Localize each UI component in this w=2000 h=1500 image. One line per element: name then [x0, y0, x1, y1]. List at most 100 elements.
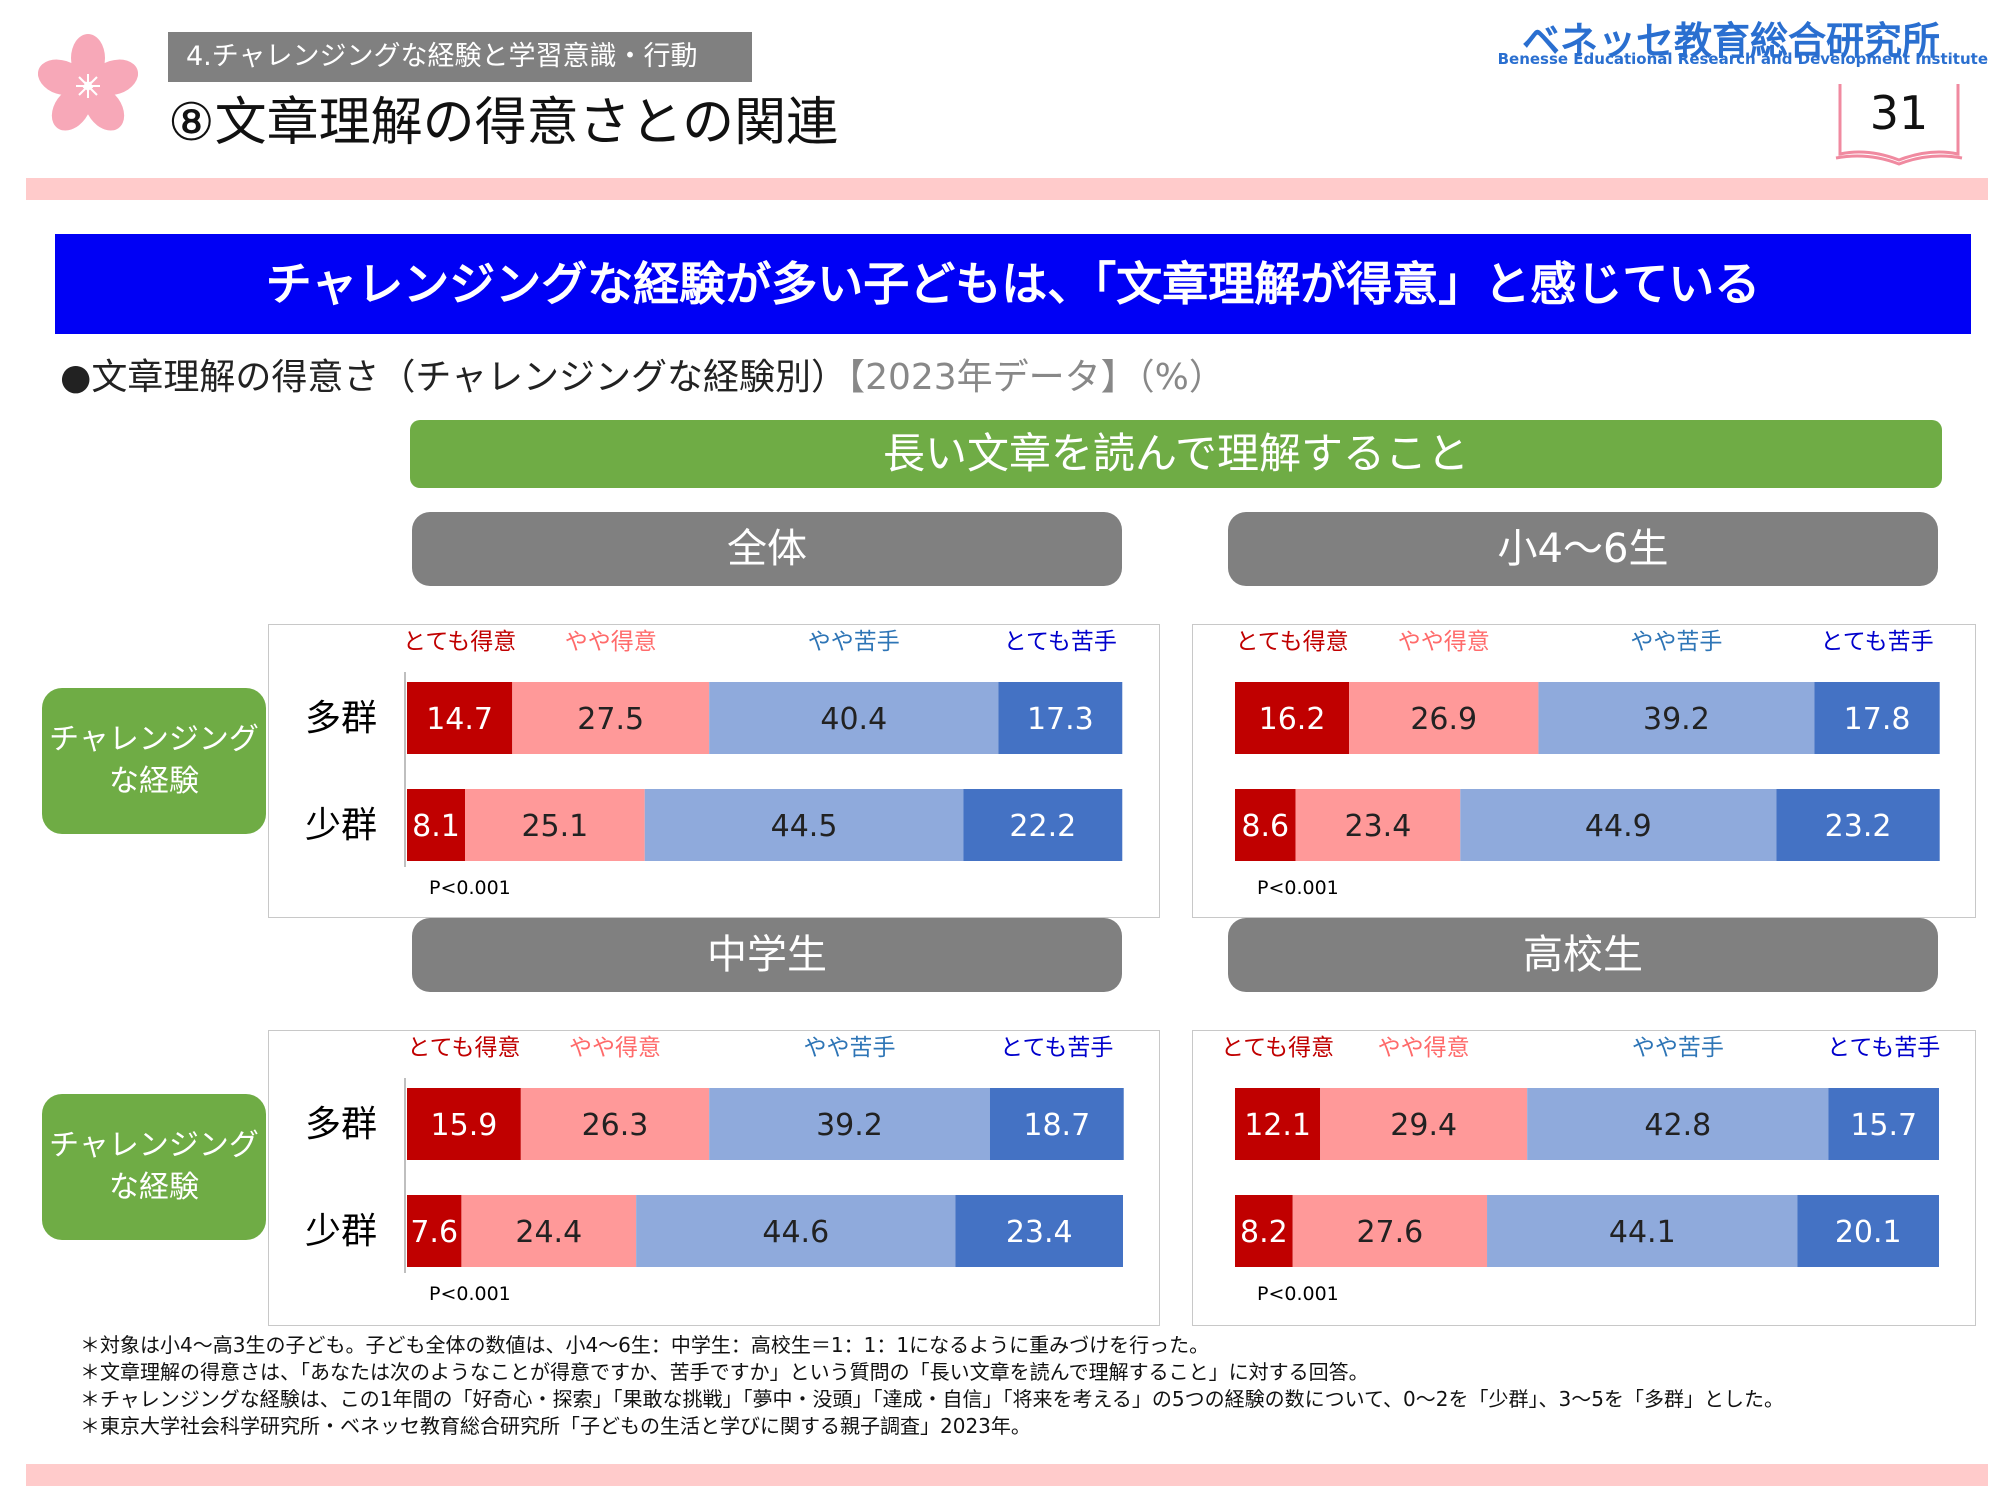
bar-very-good [407, 682, 513, 754]
category-badge-top: チャレンジング な経験 [42, 688, 266, 834]
bar-very-bad [998, 682, 1123, 754]
data-label: 25.1 [521, 809, 588, 844]
category-label: 少群 [305, 1211, 377, 1252]
data-label: 23.4 [1345, 809, 1412, 844]
footnotes: ＊対象は小4～高3生の子ども。子ども全体の数値は、小4～6生：中学生：高校生＝1… [80, 1332, 1784, 1440]
legend-somewhat-good: やや得意 [1378, 1035, 1470, 1061]
footnote: ＊文章理解の得意さは、「あなたは次のようなことが得意ですか、苦手ですか」という質… [80, 1360, 1369, 1384]
bar-somewhat-good [1349, 682, 1539, 754]
data-label: 20.1 [1835, 1215, 1902, 1250]
data-label: 8.2 [1240, 1215, 1288, 1250]
bar-somewhat-good [464, 789, 645, 861]
bar-very-bad [1828, 1088, 1939, 1160]
p-value-annotation: P<0.001 [429, 877, 511, 899]
bar-very-bad [955, 1195, 1123, 1267]
p-value-annotation: P<0.001 [1257, 1283, 1339, 1305]
legend-somewhat-good: やや得意 [1398, 629, 1490, 655]
bar-somewhat-bad [636, 1195, 956, 1267]
chart-elementary: 16.2 とても得意 26.9 やや得意 39.2 やや苦手 17.8 とても苦手 8.6 23.… [1192, 624, 1976, 918]
bar-somewhat-bad [709, 1088, 990, 1160]
subtitle-main: ●文章理解の得意さ（チャレンジングな経験別） [60, 357, 848, 398]
subtitle-suffix: 【2023年データ】（%） [847, 357, 1225, 398]
data-label: 17.3 [1027, 702, 1094, 737]
legend-very-bad: とても苦手 [1820, 629, 1933, 655]
bar-somewhat-good [512, 682, 710, 754]
data-label: 44.5 [771, 809, 838, 844]
data-label: 7.6 [410, 1215, 458, 1250]
panel-title-elementary: 小4～6生 [1228, 512, 1938, 586]
data-label: 26.9 [1410, 702, 1477, 737]
legend-somewhat-bad: やや苦手 [808, 629, 900, 655]
bar-very-good [407, 789, 465, 861]
data-label: 14.7 [426, 702, 493, 737]
bar-somewhat-bad [644, 789, 964, 861]
legend-very-good: とても得意 [407, 1035, 520, 1061]
sakura-logo-icon [38, 34, 138, 131]
logo-jp: ベネッセ教育総合研究所 [1521, 19, 1940, 63]
data-label: 44.1 [1609, 1215, 1676, 1250]
legend-very-bad: とても苦手 [1000, 1035, 1113, 1061]
bar-somewhat-good [1320, 1088, 1528, 1160]
legend-very-good: とても得意 [1221, 1035, 1334, 1061]
data-label: 29.4 [1390, 1108, 1457, 1143]
p-value-annotation: P<0.001 [1257, 877, 1339, 899]
bar-very-good [1235, 1195, 1293, 1267]
panel-title-overall: 全体 [412, 512, 1122, 586]
bar-very-good [1235, 789, 1296, 861]
question-bar: 長い文章を読んで理解すること [410, 420, 1942, 488]
data-label: 8.1 [412, 809, 460, 844]
bar-very-bad [963, 789, 1123, 861]
category-label: 多群 [305, 698, 377, 739]
headline-banner: チャレンジングな経験が多い子どもは、「文章理解が得意」と感じている [55, 234, 1971, 334]
legend-somewhat-bad: やや苦手 [803, 1035, 895, 1061]
bar-very-bad [1797, 1195, 1939, 1267]
category-label: 少群 [305, 805, 377, 846]
data-label: 15.7 [1850, 1108, 1917, 1143]
bar-very-good [407, 1088, 521, 1160]
legend-somewhat-bad: やや苦手 [1630, 629, 1722, 655]
data-label: 16.2 [1259, 702, 1326, 737]
data-label: 15.9 [431, 1108, 498, 1143]
bar-somewhat-good [461, 1195, 637, 1267]
footnote: ＊チャレンジングな経験は、この1年間の「好奇心・探索」「果敢な挑戦」「夢中・没頭… [80, 1387, 1784, 1411]
panel-title-junior-high: 中学生 [412, 918, 1122, 992]
category-badge-line: チャレンジング [49, 722, 259, 757]
data-label: 27.5 [577, 702, 644, 737]
bar-somewhat-bad [1487, 1195, 1798, 1267]
chart-subtitle: ●文章理解の得意さ（チャレンジングな経験別）【2023年データ】（%） [60, 352, 1225, 404]
panel-title-high-school: 高校生 [1228, 918, 1938, 992]
legend-very-bad: とても苦手 [1004, 629, 1117, 655]
page-number: 31 [1869, 86, 1929, 140]
data-label: 12.1 [1244, 1108, 1311, 1143]
p-value-annotation: P<0.001 [429, 1283, 511, 1305]
data-label: 39.2 [816, 1108, 883, 1143]
bar-somewhat-good [520, 1088, 710, 1160]
data-label: 17.8 [1844, 702, 1911, 737]
bar-somewhat-bad [1527, 1088, 1829, 1160]
legend-very-good: とても得意 [1235, 629, 1348, 655]
data-label: 26.3 [582, 1108, 649, 1143]
header-divider [26, 178, 1988, 200]
data-label: 27.6 [1356, 1215, 1423, 1250]
bar-somewhat-bad [1460, 789, 1777, 861]
data-label: 24.4 [515, 1215, 582, 1250]
logo-en: Benesse Educational Research and Develop… [1497, 50, 1988, 68]
book-icon [1835, 84, 1963, 166]
page-title: ⑧文章理解の得意さとの関連 [168, 93, 839, 153]
data-label: 8.6 [1241, 809, 1289, 844]
bar-very-good [1235, 682, 1350, 754]
data-label: 42.8 [1644, 1108, 1711, 1143]
data-label: 23.4 [1006, 1215, 1073, 1250]
footnote: ＊対象は小4～高3生の子ども。子ども全体の数値は、小4～6生：中学生：高校生＝1… [80, 1333, 1210, 1357]
bar-very-bad [1776, 789, 1940, 861]
data-label: 22.2 [1009, 809, 1076, 844]
category-badge-line: な経験 [109, 764, 199, 799]
data-label: 23.2 [1825, 809, 1892, 844]
bar-very-good [407, 1195, 462, 1267]
legend-somewhat-good: やや得意 [569, 1035, 661, 1061]
legend-somewhat-bad: やや苦手 [1632, 1035, 1724, 1061]
data-label: 39.2 [1643, 702, 1710, 737]
data-label: 40.4 [820, 702, 887, 737]
